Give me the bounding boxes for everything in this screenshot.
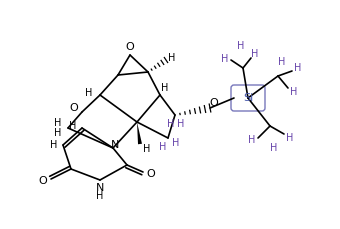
Text: H: H <box>278 57 286 67</box>
Text: H: H <box>177 119 185 129</box>
Text: O: O <box>210 98 218 108</box>
Text: H: H <box>248 135 256 145</box>
Text: Si: Si <box>243 93 253 103</box>
Text: H: H <box>286 133 294 143</box>
Text: O: O <box>70 103 79 113</box>
FancyBboxPatch shape <box>231 85 265 111</box>
Text: N: N <box>96 183 104 193</box>
Text: H: H <box>172 138 180 148</box>
Text: H: H <box>290 87 298 97</box>
Text: H: H <box>85 88 93 98</box>
Text: N: N <box>111 140 119 150</box>
Text: H: H <box>50 140 58 150</box>
Text: H: H <box>159 142 167 152</box>
Text: H: H <box>96 191 104 201</box>
Text: H: H <box>251 49 259 59</box>
Text: H: H <box>168 53 176 63</box>
Text: O: O <box>125 42 134 52</box>
Text: H: H <box>69 121 77 131</box>
Text: H: H <box>161 83 169 93</box>
Text: O: O <box>147 169 155 179</box>
Polygon shape <box>137 122 142 144</box>
Text: H: H <box>294 63 302 73</box>
Text: H: H <box>54 128 62 138</box>
Text: H: H <box>237 41 245 51</box>
Text: H: H <box>221 54 229 64</box>
Text: H: H <box>270 143 278 153</box>
Text: H: H <box>167 119 175 129</box>
Text: H: H <box>54 118 62 128</box>
Text: H: H <box>143 144 151 154</box>
Text: O: O <box>39 176 47 186</box>
